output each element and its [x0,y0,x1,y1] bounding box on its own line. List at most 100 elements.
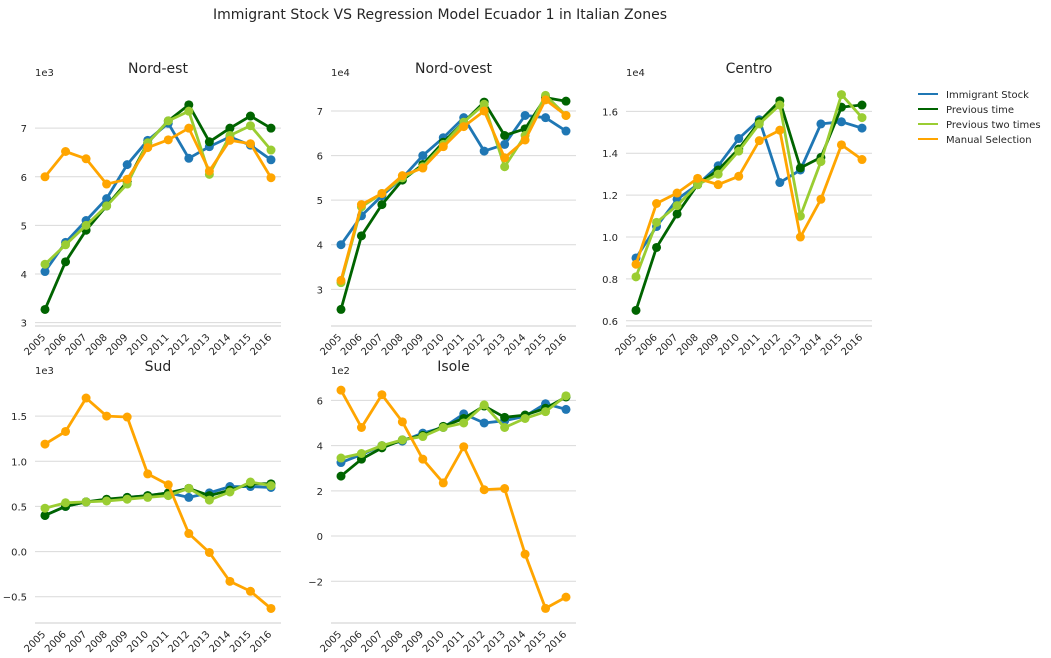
data-point [672,201,682,211]
x-tick-label: 2007 [64,332,90,358]
data-point [377,441,387,451]
panel-title: Sud [145,359,172,375]
legend-item[interactable]: Immigrant Stock [918,90,1029,101]
data-point [61,240,71,250]
x-tick-label: 2005 [23,332,49,358]
y-tick-label: 5 [21,221,27,232]
data-point [836,90,846,100]
x-tick-label: 2009 [400,332,426,358]
legend[interactable]: Immigrant Stock Previous time Previous two… [918,90,1041,146]
data-point [356,422,366,432]
y-tick-label: 5 [317,196,323,207]
data-point [225,487,235,497]
data-point [418,432,428,442]
x-tick-label: 2009 [105,332,131,358]
data-point [561,391,571,401]
data-point [336,385,346,395]
data-point [754,119,764,129]
x-tick-label: 2006 [339,629,365,655]
legend-item[interactable]: Previous two times [918,120,1041,131]
panel-title: Isole [437,359,470,375]
data-point [500,131,510,141]
data-point [143,469,153,479]
data-point [672,188,682,198]
data-point [541,407,551,417]
x-tick-label: 2012 [757,332,783,358]
data-point [102,194,112,204]
y-tick-label: 7 [317,107,323,118]
y-tick-label: −2 [308,577,323,588]
data-point [561,110,571,120]
data-point [266,123,276,133]
data-point [652,199,662,208]
data-point [266,603,276,613]
scale-label: 1e4 [626,68,645,79]
data-point [266,155,276,165]
data-point [184,529,194,539]
data-point [459,418,469,428]
legend-item[interactable]: Previous time [918,105,1014,116]
data-point [541,95,551,105]
data-point [795,163,805,173]
y-tick-label: 1.5 [11,412,27,423]
data-point [520,110,530,120]
y-tick-label: 2 [317,487,323,498]
data-point [184,483,194,493]
x-tick-label: 2007 [655,332,681,358]
data-point [479,485,489,495]
data-point [672,209,682,219]
data-point [81,154,91,164]
data-point [143,143,153,153]
data-point [479,99,489,109]
data-point [857,113,867,123]
data-point [652,217,662,227]
series-previous-two-times [631,90,867,282]
x-tick-label: 2015 [523,629,549,655]
x-tick-label: 2010 [421,332,447,358]
data-point [816,194,826,204]
x-tick-label: 2009 [105,629,131,655]
series-previous-two-times [336,391,571,463]
y-tick-label: 4 [317,241,323,252]
scale-label: 1e2 [331,366,350,377]
chart-panel-0: 3456720052006200720082009201020112012201… [21,61,281,358]
data-point [184,492,194,502]
legend-item[interactable]: Manual Selection [918,135,1032,146]
data-point [857,100,867,110]
data-point [438,422,448,432]
data-point [377,200,387,210]
data-point [225,576,235,586]
panel-title: Centro [726,61,773,77]
data-point [40,267,50,277]
x-tick-label: 2007 [359,629,385,655]
x-tick-label: 2008 [380,629,406,655]
x-tick-label: 2012 [166,332,192,358]
data-point [541,113,551,123]
chart-panel-2: 0.60.81.01.21.41.62005200620072008200920… [602,61,872,358]
x-tick-label: 2016 [249,629,275,655]
x-tick-label: 2010 [421,629,447,655]
data-point [836,140,846,150]
x-tick-label: 2012 [462,332,488,358]
data-point [561,592,571,602]
x-tick-label: 2011 [146,629,172,655]
series-line [43,103,273,311]
x-tick-label: 2013 [482,332,508,358]
y-tick-label: 4 [317,442,323,453]
x-tick-label: 2006 [634,332,660,358]
data-point [479,146,489,156]
data-point [122,174,132,184]
data-point [245,111,255,121]
data-point [184,106,194,116]
data-point [631,272,641,282]
data-point [336,304,346,314]
x-tick-label: 2011 [441,629,467,655]
x-tick-label: 2009 [696,332,722,358]
x-tick-label: 2015 [228,332,254,358]
x-tick-label: 2006 [43,629,69,655]
data-point [693,180,703,190]
scale-label: 1e3 [35,68,54,79]
y-tick-label: 1.6 [602,107,618,118]
data-point [520,135,530,145]
